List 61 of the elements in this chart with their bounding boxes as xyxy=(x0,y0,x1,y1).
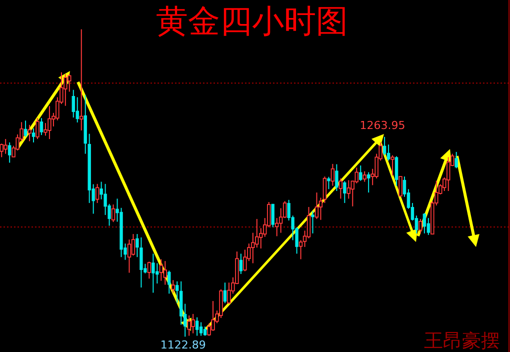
candlestick xyxy=(140,236,143,288)
candlestick xyxy=(314,192,319,220)
title: 黄金四小时图 xyxy=(156,2,348,40)
candlestick xyxy=(104,183,107,216)
candlestick xyxy=(390,154,394,176)
candlestick xyxy=(394,156,398,186)
candlestick xyxy=(147,261,152,280)
candlestick xyxy=(362,170,366,182)
annotation: 王昂豪摆 xyxy=(424,330,500,352)
candlestick xyxy=(32,128,36,143)
candlestick xyxy=(382,136,386,156)
candlestick xyxy=(76,96,79,123)
annotation: 1263.95 xyxy=(360,118,406,132)
candlestick xyxy=(311,210,314,234)
annotation: 1122.89 xyxy=(160,338,206,352)
candlestick xyxy=(195,316,199,336)
candlestick xyxy=(4,138,8,154)
candlestick xyxy=(48,106,52,140)
candlestick xyxy=(298,240,303,260)
candlestick xyxy=(446,156,450,192)
candlestick xyxy=(271,203,274,228)
candlestick xyxy=(111,204,116,223)
candlestick xyxy=(72,89,75,118)
candlestick xyxy=(274,218,279,237)
candlestick xyxy=(24,120,28,138)
candlestick xyxy=(343,180,346,204)
candlestick xyxy=(8,142,12,164)
candlestick xyxy=(338,178,343,200)
candlestick xyxy=(131,234,136,256)
candlestick xyxy=(156,262,159,284)
candlestick xyxy=(199,322,203,336)
candlestick xyxy=(95,183,100,204)
candlestick xyxy=(359,164,362,182)
candlestick xyxy=(36,118,40,140)
candlestick xyxy=(426,218,430,236)
candlestick xyxy=(171,280,175,294)
candlestick xyxy=(163,260,167,286)
candlestick xyxy=(191,313,195,334)
candlestick xyxy=(398,176,402,198)
candlestick xyxy=(322,176,327,204)
candlestick xyxy=(0,143,4,158)
candlestick xyxy=(422,212,426,234)
candlestick xyxy=(40,118,44,136)
candlestick xyxy=(239,253,243,274)
candlestick xyxy=(28,124,32,142)
candlestick xyxy=(187,314,191,336)
candlestick xyxy=(335,164,338,192)
candlestick xyxy=(80,28,84,131)
candlestick xyxy=(168,270,171,294)
candlestick xyxy=(159,258,164,282)
candlestick xyxy=(366,172,370,194)
candlestick xyxy=(330,163,335,186)
candlestick xyxy=(454,151,458,169)
candlestick xyxy=(176,280,179,304)
candlestick xyxy=(223,282,227,304)
candlestick xyxy=(152,253,155,294)
candlestick xyxy=(203,326,207,336)
candlestick xyxy=(64,74,68,106)
candlestick xyxy=(327,176,330,190)
candlestick xyxy=(386,144,390,162)
candlestick xyxy=(418,218,422,234)
